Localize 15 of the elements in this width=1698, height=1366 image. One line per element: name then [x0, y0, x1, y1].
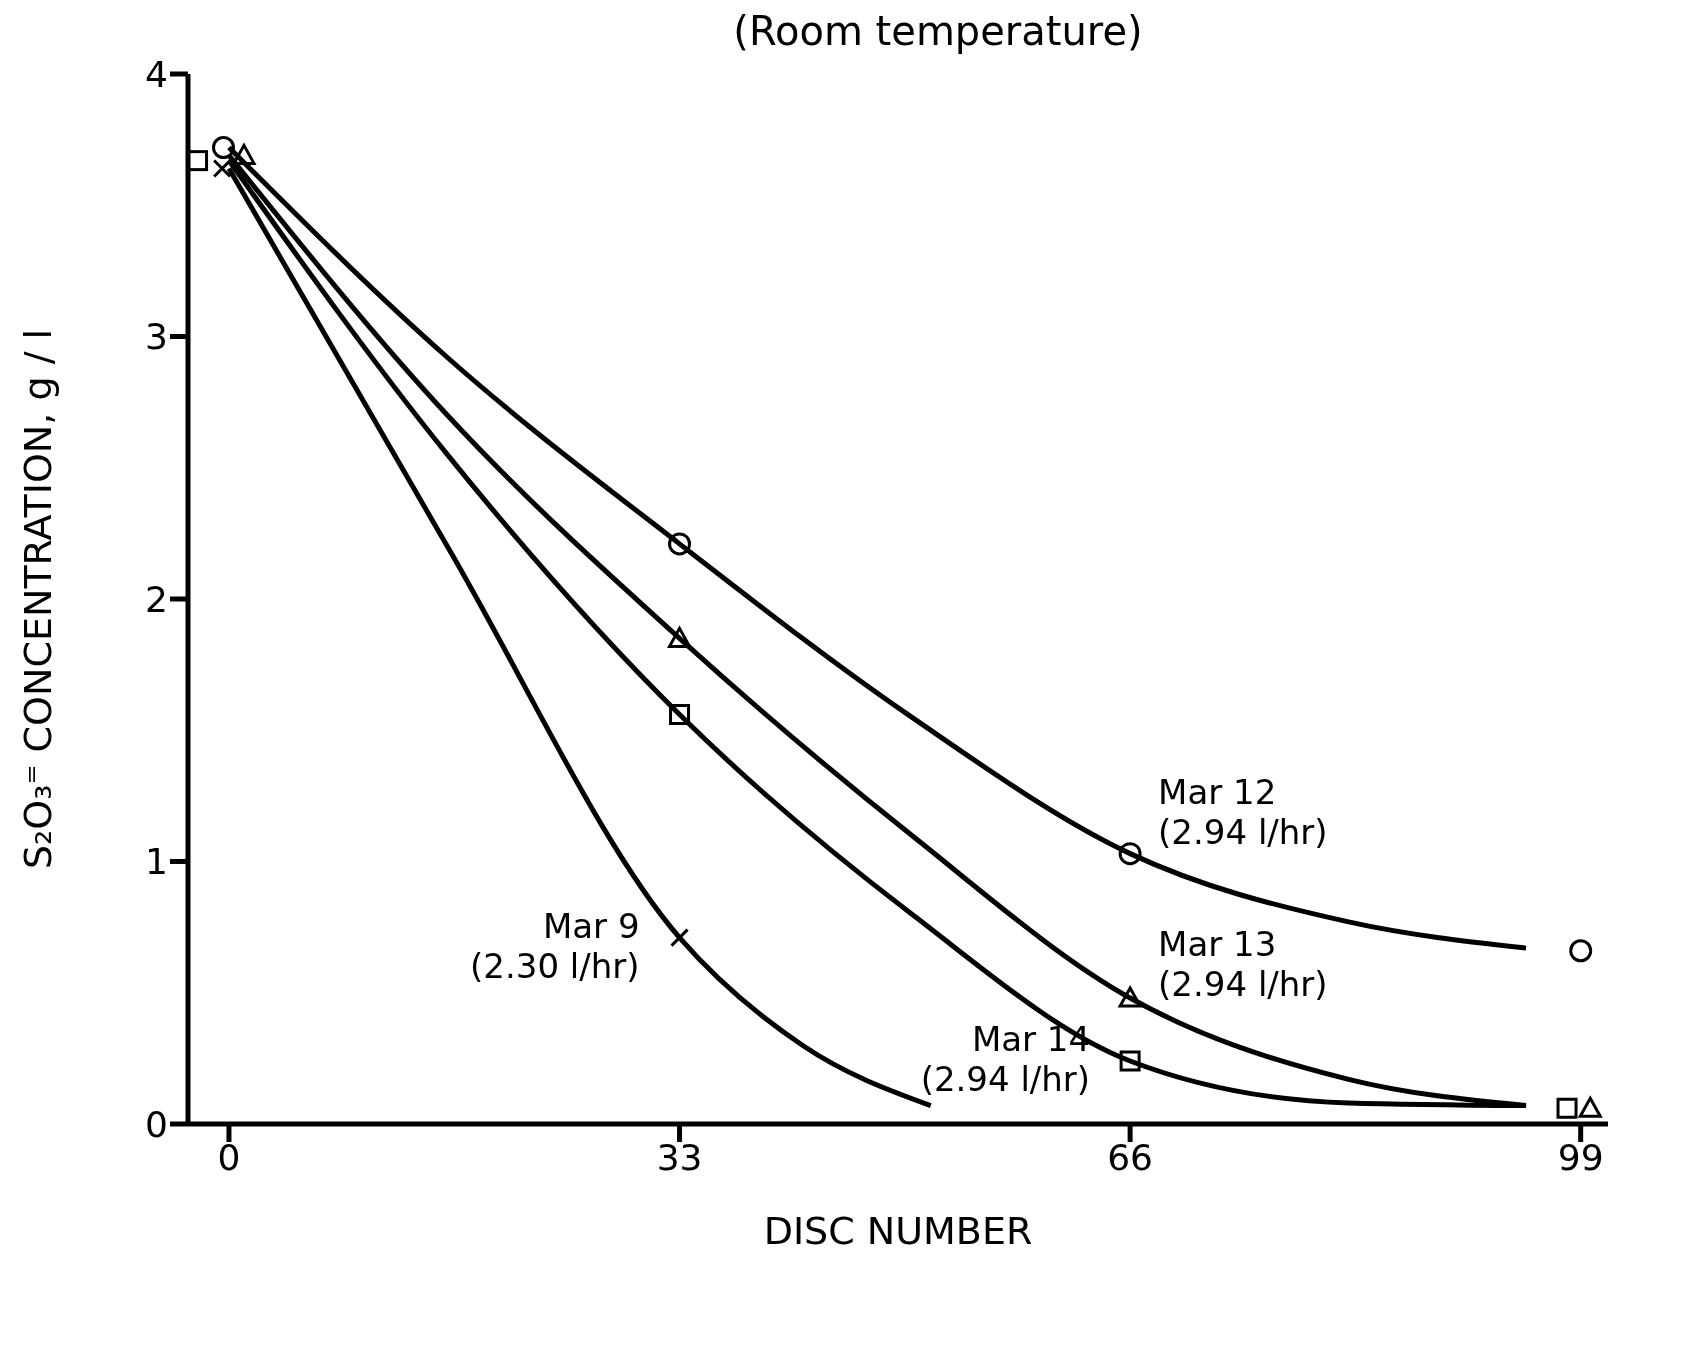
- x-tick-label: 99: [1557, 1136, 1604, 1178]
- y-tick-label: 3: [145, 316, 168, 358]
- x-tick-label: 0: [217, 1136, 241, 1178]
- series-label: Mar 12 (2.94 l/hr): [1158, 771, 1328, 852]
- series-label: Mar 13 (2.94 l/hr): [1158, 924, 1328, 1004]
- y-tick-label: 2: [145, 578, 168, 620]
- y-tick-label: 1: [145, 841, 168, 883]
- chart-title: (Room temperature): [732, 8, 1144, 54]
- y-tick-label: 0: [145, 1103, 168, 1145]
- x-axis-title: DISC NUMBER: [763, 1209, 1033, 1253]
- x-tick-label: 66: [1107, 1136, 1154, 1178]
- y-tick-label: 4: [145, 53, 168, 95]
- y-axis-title: S₂O₃⁼ CONCENTRATION, g / l: [16, 328, 61, 870]
- x-tick-label: 33: [656, 1136, 703, 1178]
- series-label: Mar 9 (2.30 l/hr): [470, 905, 640, 986]
